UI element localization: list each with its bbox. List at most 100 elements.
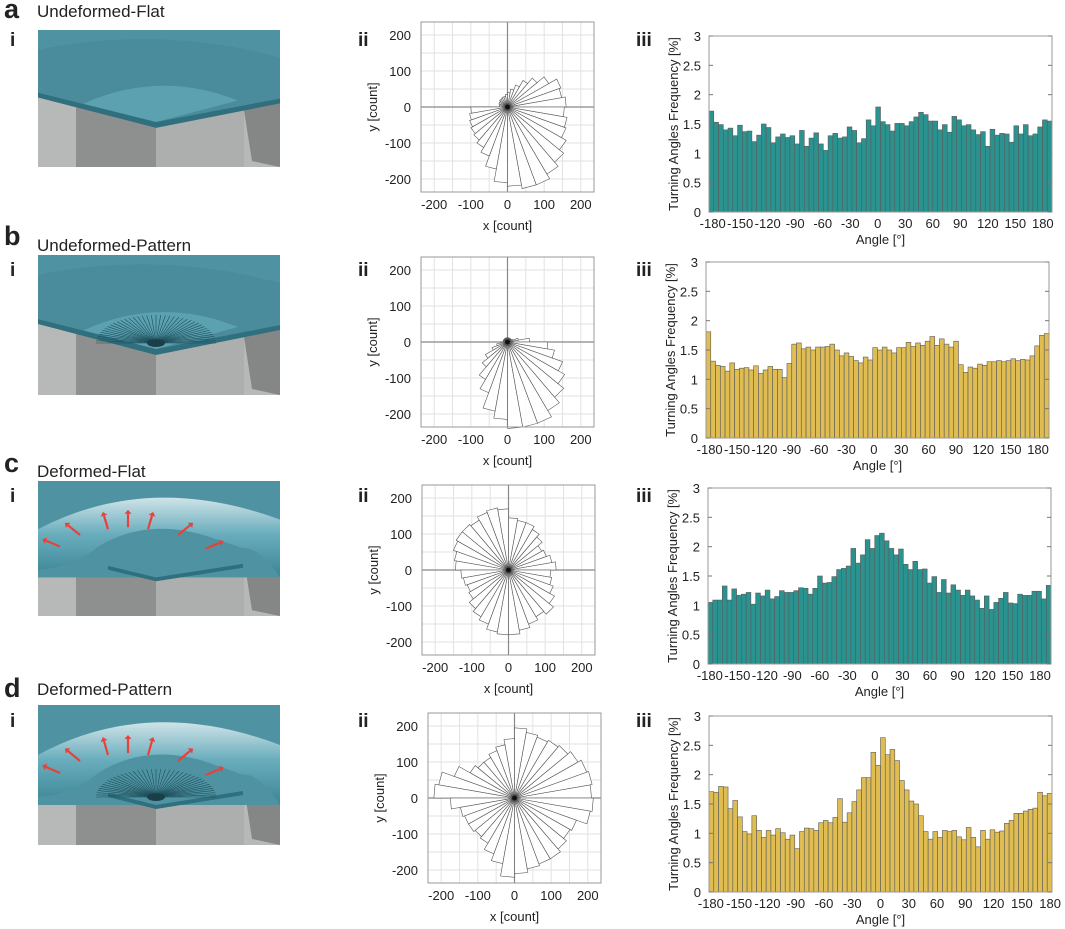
histogram-bar: [998, 597, 1004, 665]
histogram-bar: [843, 352, 850, 439]
x-tick-label: 120: [972, 442, 994, 457]
y-tick-label: 1: [694, 826, 701, 841]
histogram-bar: [789, 135, 796, 213]
y-tick-label: -100: [386, 599, 412, 614]
histogram-bar: [826, 582, 833, 665]
histogram-bar: [1027, 135, 1034, 213]
histogram-bar: [961, 125, 967, 213]
x-tick-label: 200: [577, 888, 599, 903]
histogram-bar: [1015, 360, 1021, 439]
block-face: [244, 329, 280, 395]
histogram-bar: [794, 848, 800, 893]
histogram-bar: [994, 831, 1000, 893]
rose-plot-c: -200 -100 0 100 200 200 100 0 -100 -200 x [count] y…: [366, 484, 596, 696]
histogram-bar: [1046, 793, 1053, 893]
arrowhead-icon: [100, 512, 108, 517]
histogram-bar: [756, 134, 762, 213]
histogram-bar: [1008, 141, 1015, 213]
torus-bulge: [38, 722, 280, 805]
radial-pattern-line: [161, 778, 202, 795]
histogram-bar: [758, 373, 764, 439]
y-tick-label: 2: [694, 88, 701, 103]
histogram-bar: [937, 129, 943, 213]
histogram-bar: [913, 116, 919, 213]
histogram-bar: [908, 121, 915, 213]
panel-letter-b: b: [4, 221, 21, 251]
radial-pattern-line: [100, 331, 149, 342]
histogram-bar: [761, 837, 767, 893]
pattern-center: [147, 339, 165, 347]
histogram-bar: [1042, 795, 1048, 893]
histogram-bar: [948, 346, 955, 439]
histogram-bar: [941, 579, 947, 665]
y-tick-label: 3: [694, 29, 701, 44]
histogram-bar: [1026, 595, 1033, 665]
rose-center: [506, 567, 511, 573]
x-tick-label: 0: [871, 668, 878, 683]
histogram-bar: [721, 585, 728, 665]
x-tick-label: -120: [754, 896, 780, 911]
x-tick-label: -100: [458, 432, 484, 447]
y-tick-label: 2: [694, 768, 701, 783]
radial-pattern-line: [120, 320, 152, 341]
histogram-bar: [1004, 823, 1010, 893]
histogram-bar: [869, 548, 876, 665]
subpanel-label-b-iii: iii: [636, 260, 652, 281]
radial-pattern-line: [163, 329, 210, 342]
deformation-arrow-icon: [45, 539, 61, 548]
histogram-bar: [739, 367, 745, 439]
radial-pattern-line: [156, 315, 162, 340]
histogram-bar: [989, 829, 996, 893]
histogram-bar: [864, 539, 871, 665]
radial-pattern-line: [146, 315, 156, 340]
histogram-bar: [808, 137, 815, 213]
histogram-bar: [820, 346, 826, 439]
histogram-bar: [817, 575, 823, 665]
histogram-bar: [829, 343, 835, 439]
histogram-bar: [927, 120, 934, 213]
histogram-bar: [708, 110, 715, 213]
subpanel-label-c-iii: iii: [636, 486, 652, 507]
radial-pattern-line: [160, 774, 192, 795]
radial-pattern-line: [157, 315, 171, 340]
histogram-bar: [939, 338, 945, 439]
y-tick-label: 1: [691, 372, 698, 387]
panel-title-b: Undeformed-Pattern: [37, 236, 192, 255]
y-tick-label: 1.5: [683, 117, 701, 132]
radial-pattern-line: [113, 322, 151, 341]
histogram-bar: [831, 576, 837, 665]
histogram-bar: [731, 588, 737, 665]
histogram-bar: [772, 369, 778, 439]
x-tick-label: 150: [1000, 442, 1022, 457]
x-axis-label: Angle [°]: [856, 232, 905, 247]
histogram-bar: [985, 838, 991, 893]
x-tick-label: -150: [726, 896, 752, 911]
histogram-bar: [783, 592, 790, 665]
histogram-bar: [842, 821, 848, 893]
histogram-bar: [880, 737, 886, 893]
x-tick-label: 180: [1032, 216, 1054, 231]
histogram-bar: [904, 789, 910, 893]
histogram-bar: [915, 342, 921, 439]
histogram-bar: [751, 141, 757, 213]
histogram-b: 0 0.5 1 1.5 2 2.5 3 -180 -150 -120 -90 -60 -30 0 30 60 9…: [663, 255, 1050, 473]
y-tick-label: 3: [693, 481, 700, 496]
histogram-bar: [802, 588, 809, 665]
histogram-bar: [755, 592, 761, 665]
panel-title-d: Deformed-Pattern: [37, 680, 173, 699]
render-deformed-pattern: [38, 705, 280, 845]
x-tick-label: -60: [810, 668, 829, 683]
histogram-bar: [893, 554, 899, 665]
y-tick-label: 3: [691, 255, 698, 270]
y-axis-label: Turning Angles Frequency [%]: [666, 37, 681, 211]
histogram-bar: [889, 749, 896, 893]
histogram-bar: [982, 364, 988, 439]
histogram-bar: [793, 590, 799, 665]
histogram-bar: [722, 786, 729, 893]
histogram-bar: [932, 831, 938, 893]
y-tick-label: 1.5: [682, 569, 700, 584]
histogram-bar: [729, 362, 735, 439]
x-tick-label: -150: [724, 668, 750, 683]
y-tick-label: 200: [396, 719, 418, 734]
histogram-bar: [726, 599, 733, 665]
